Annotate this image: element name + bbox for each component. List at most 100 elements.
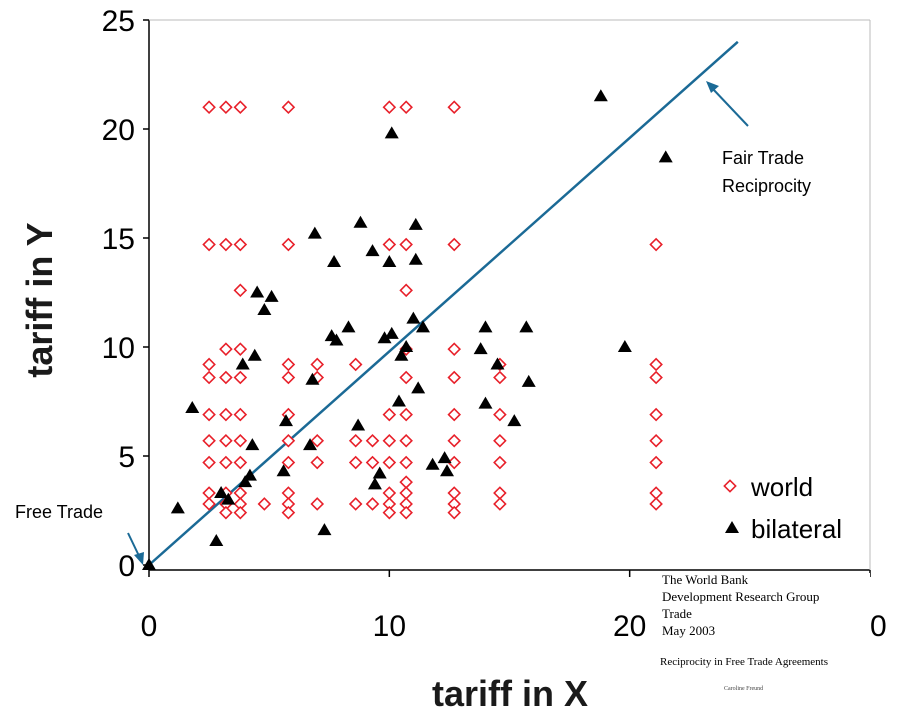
world-point [310,433,325,448]
fair-trade-label-line1: Fair Trade [722,148,804,168]
bilateral-point [327,254,342,267]
world-point [649,237,663,252]
world-point [649,433,663,448]
world-point [447,433,462,448]
bilateral-point [391,394,406,407]
bilateral-point [437,451,452,464]
world-point [202,100,216,114]
bilateral-point [507,414,522,427]
world-point [399,407,413,422]
world-point [447,455,462,470]
world-point [310,357,325,372]
world-point [493,497,507,511]
world-point [649,357,663,372]
bilateral-point [440,464,455,477]
world-point [348,433,363,448]
bilateral-point [250,285,265,298]
world-point [365,433,380,448]
bilateral-point [214,486,229,499]
world-point [365,455,380,470]
world-point [219,237,233,252]
world-point [202,370,216,385]
world-point [233,455,248,470]
x-tick-label: 10 [373,610,406,643]
bilateral-point [399,340,414,352]
world-point [219,342,233,356]
y-tick-label: 5 [118,441,135,474]
bilateral-point [238,475,253,488]
x-axis-title: tariff in X [432,673,588,714]
world-point [202,455,216,470]
source-note: The World Bank Development Research Grou… [660,572,828,692]
world-point [493,433,507,448]
world-point [348,357,363,372]
world-point [219,433,233,448]
world-point [399,283,413,298]
legend-bilateral-marker [725,521,739,533]
bilateral-point [521,374,536,387]
world-point [281,100,296,114]
free-trade-label: Free Trade [15,502,103,522]
bilateral-point [276,464,291,477]
world-point [233,237,248,252]
world-point [202,237,216,252]
bilateral-point [142,558,156,570]
world-point [281,486,296,500]
x-tick-label: 20 [613,610,646,643]
world-point [649,455,663,470]
world-point [202,433,216,448]
world-point [365,497,380,511]
world-point [399,505,413,520]
world-point [447,370,462,385]
y-tick-label: 20 [102,114,135,147]
bilateral-point [408,252,423,265]
world-point [447,342,462,356]
world-point [399,475,413,489]
world-point [348,455,363,470]
world-point [233,100,248,114]
bilateral-point [341,320,356,333]
bilateral-point [235,357,250,370]
world-point [447,237,462,252]
world-point [310,455,325,470]
legend-world-label: world [750,472,813,502]
world-point [219,505,233,520]
world-point [399,100,413,114]
bilateral-point [264,289,279,302]
world-point [233,497,248,511]
world-point [649,370,663,385]
free-trade-arrowhead [134,552,144,565]
world-point [233,407,248,422]
world-point [447,497,462,511]
world-point [281,357,296,372]
legend: world bilateral [723,472,842,544]
world-point [399,455,413,470]
world-point [493,370,507,385]
x-tick-label: 0 [141,610,158,643]
y-axis-title: tariff in Y [19,222,60,377]
bilateral-point [617,340,632,352]
world-point [219,100,233,114]
y-tick-label: 15 [102,223,135,256]
world-point [281,433,296,448]
world-point [202,486,216,500]
bilateral-point [329,333,344,346]
world-point [382,433,397,448]
bilateral-point [394,348,409,361]
world-point [649,497,663,511]
bilateral-point [425,457,440,470]
world-point [257,497,272,511]
bilateral-point [382,254,397,267]
world-point [493,486,507,500]
world-point [447,100,462,114]
bilateral-point [242,468,257,481]
bilateral-point [185,401,200,414]
world-point [233,505,248,520]
world-point [202,407,216,422]
bilateral-point [247,348,262,361]
bilateral-series [142,89,673,570]
y-tick-label: 25 [102,5,135,38]
source-line-3: Trade [662,606,692,621]
world-point [233,433,248,448]
world-point [493,455,507,470]
